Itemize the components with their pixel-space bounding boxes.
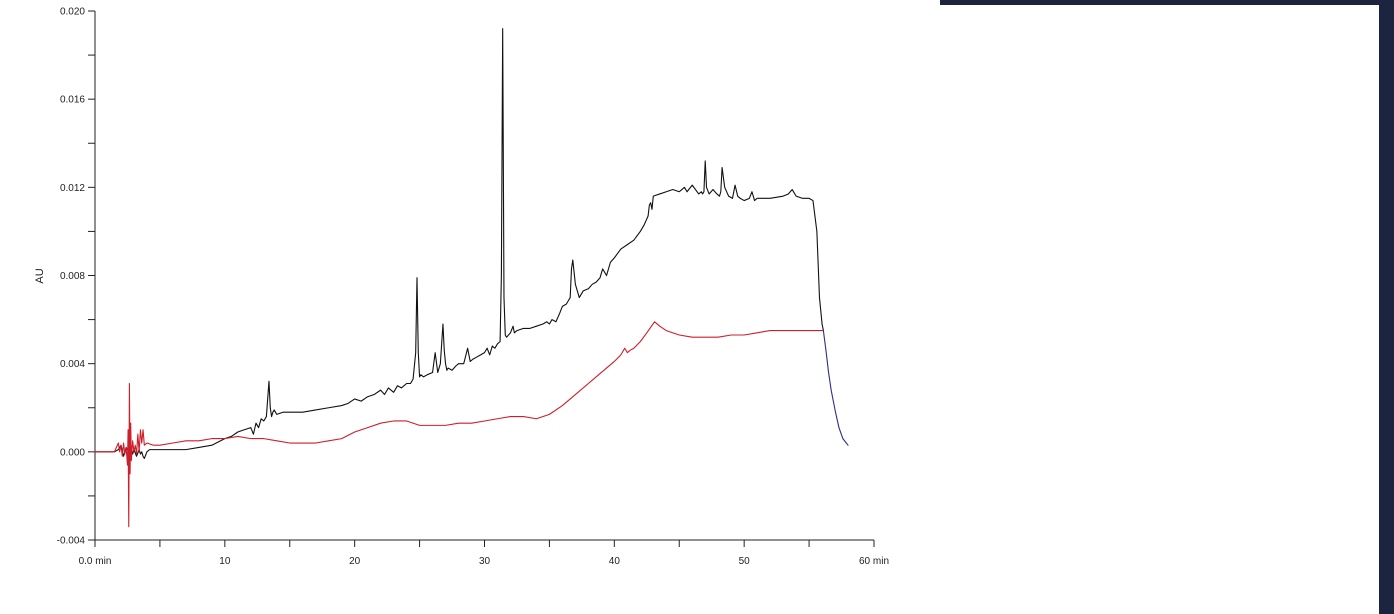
x-tick-label: 50 xyxy=(739,556,751,567)
y-tick-label: 0.012 xyxy=(60,183,85,194)
dark-panel-right-edge xyxy=(1379,0,1394,614)
y-tick-label: -0.004 xyxy=(57,536,86,547)
x-tick-label: 30 xyxy=(479,556,491,567)
trace-red xyxy=(94,321,824,528)
y-axis-label: AU xyxy=(34,268,46,283)
y-tick-label: 0.016 xyxy=(60,95,85,106)
y-tick-label: 0.008 xyxy=(60,271,85,282)
x-tick-label: 20 xyxy=(349,556,361,567)
y-tick-label: 0.020 xyxy=(60,7,85,18)
chart-axes xyxy=(94,11,874,541)
trace-blue xyxy=(822,330,849,446)
x-tick-label: 0.0 min xyxy=(79,556,112,567)
chart-traces xyxy=(94,28,849,528)
x-tick-label: 40 xyxy=(609,556,621,567)
dark-panel-top-edge xyxy=(940,0,1394,5)
trace-black xyxy=(94,28,824,459)
x-tick-label: 60 min xyxy=(859,556,889,567)
y-tick-label: 0.000 xyxy=(60,447,85,458)
chart-ticks: 0.0 min 10 20 30 40 50 60 min -0.004 0.000 0.004 0… xyxy=(57,7,889,568)
y-tick-label: 0.004 xyxy=(60,359,85,370)
x-tick-label: 10 xyxy=(219,556,231,567)
